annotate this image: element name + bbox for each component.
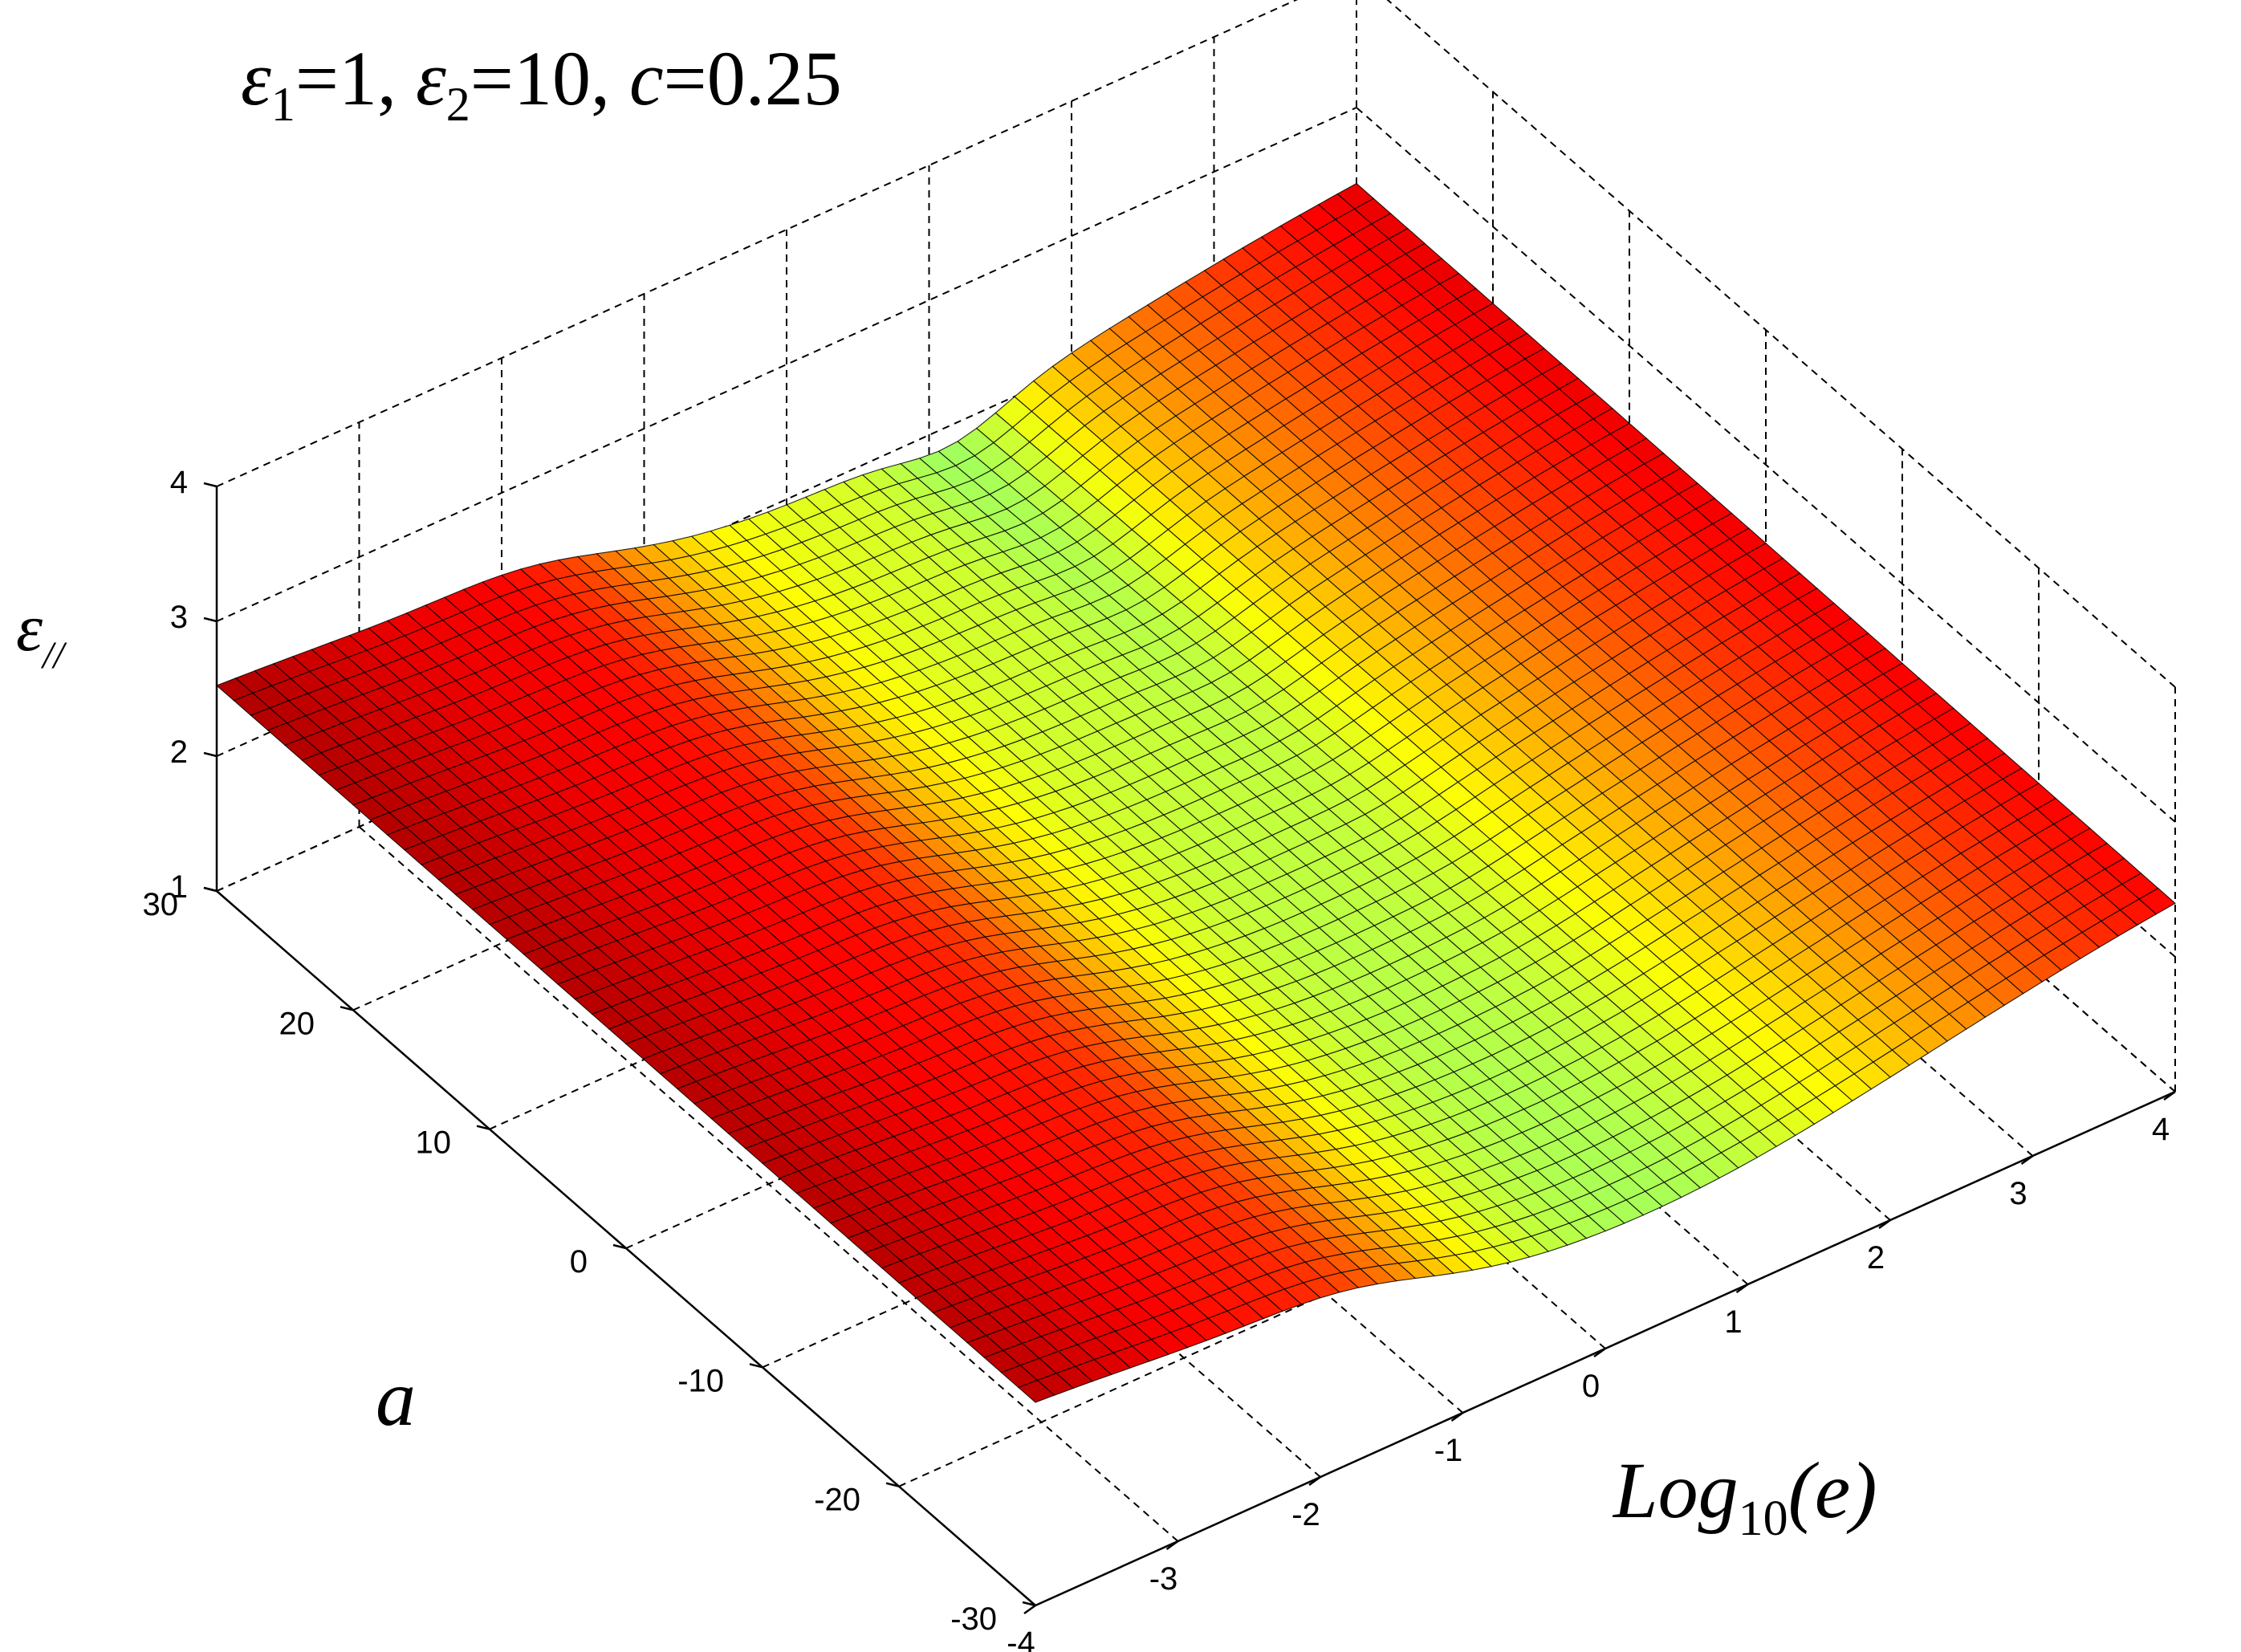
z-tick-label: 3	[170, 600, 188, 635]
y-tick-mark	[1022, 1601, 1036, 1607]
x-tick-label: 0	[1582, 1369, 1600, 1404]
x-tick-mark	[1165, 1540, 1179, 1551]
x-tick-mark	[2163, 1090, 2176, 1101]
x-tick-label: -3	[1149, 1561, 1178, 1597]
grid-line	[216, 107, 1357, 622]
y-tick-label: 0	[570, 1244, 588, 1280]
title-eps1-symbol: ε	[241, 35, 271, 121]
title-eps2-value: =10,	[470, 35, 629, 121]
x-tick-label: -1	[1434, 1433, 1463, 1468]
chart-title: ε1=1, ε2=10, c=0.25	[241, 35, 842, 131]
z-tick-mark	[203, 482, 218, 488]
x-label-arg: (e)	[1788, 1446, 1877, 1535]
surface-mesh	[215, 182, 2176, 1403]
x-tick-mark	[1878, 1219, 1891, 1230]
x-tick-mark	[1023, 1604, 1036, 1615]
z-tick-mark	[203, 751, 218, 758]
y-tick-label: -30	[950, 1601, 997, 1637]
y-axis-label: a	[376, 1353, 416, 1442]
y-tick-mark	[340, 1006, 354, 1011]
z-tick-label: 4	[170, 465, 188, 500]
x-label-base: Log	[1612, 1446, 1739, 1535]
title-eps2-sub: 2	[446, 78, 470, 131]
x-tick-label: 1	[1724, 1304, 1742, 1340]
z-tick-label: 2	[170, 734, 188, 770]
x-tick-label: 3	[2009, 1176, 2027, 1211]
title-eps1-sub: 1	[271, 78, 295, 131]
x-tick-mark	[1593, 1347, 1606, 1358]
surface-patch	[1017, 1379, 1055, 1403]
z-label-sub: //	[40, 634, 67, 677]
x-axis-label: Log10(e)	[1612, 1446, 1877, 1546]
y-tick-label: 30	[143, 887, 179, 922]
y-tick-mark	[749, 1363, 763, 1369]
x-tick-mark	[2020, 1154, 2034, 1166]
z-label-symbol: ε	[16, 591, 43, 665]
title-eps2-symbol: ε	[416, 35, 446, 121]
z-tick-mark	[203, 616, 218, 623]
z-tick-mark	[203, 886, 218, 893]
x-tick-label: 2	[1867, 1240, 1885, 1276]
title-c-value: =0.25	[664, 35, 842, 121]
y-tick-mark	[476, 1125, 490, 1130]
grid-line	[1386, 0, 2176, 688]
x-label-sub: 10	[1739, 1491, 1788, 1546]
grid-line	[1356, 107, 2176, 823]
grid-line	[216, 0, 1298, 487]
x-tick-mark	[1308, 1475, 1321, 1487]
z-axis-label: ε//	[16, 591, 67, 677]
x-tick-label: -2	[1291, 1497, 1320, 1532]
y-tick-mark	[885, 1482, 900, 1487]
x-tick-mark	[1450, 1411, 1464, 1422]
y-tick-label: 20	[279, 1006, 315, 1041]
title-eps1-value: =1,	[295, 35, 416, 121]
y-tick-label: -20	[814, 1483, 860, 1518]
y-tick-mark	[612, 1243, 627, 1250]
x-tick-label: 4	[2152, 1112, 2170, 1147]
y-tick-label: 10	[416, 1125, 452, 1161]
x-tick-label: -4	[1007, 1626, 1035, 1652]
title-c-symbol: c	[629, 35, 664, 121]
z-tick-label: 1	[170, 869, 188, 905]
y-tick-label: -10	[677, 1363, 724, 1398]
x-tick-mark	[1735, 1283, 1749, 1294]
